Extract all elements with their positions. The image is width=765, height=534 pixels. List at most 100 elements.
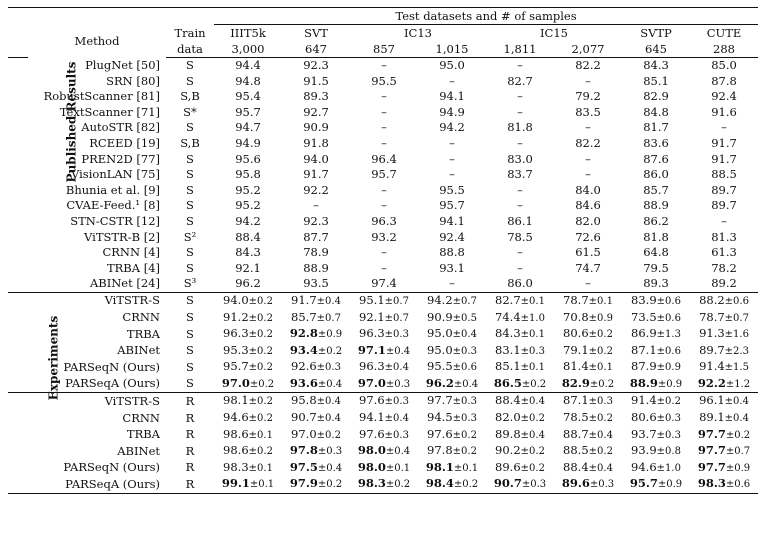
score-cell: 94.9 (235, 135, 261, 150)
method-cell: ABINet [24] (89, 276, 160, 291)
train-data-cell: S (186, 359, 194, 374)
score-mean: 97.0 (357, 375, 386, 390)
train-data-cell: R (166, 476, 214, 495)
score-cell: 61.5 (575, 245, 601, 260)
header-row-samples: data 3,000 647 857 1,015 1,811 2,077 645… (8, 41, 759, 58)
score-cell: – (585, 73, 591, 88)
score-cell: – (449, 73, 455, 88)
score-cell: 95.4 (235, 89, 261, 104)
score-cell: – (585, 276, 591, 291)
score-cell: 91.4±1.5 (690, 359, 758, 376)
score-cell: 98.0±0.4 (350, 443, 418, 460)
score-cell: – (381, 120, 387, 135)
score-std: ±0.4 (317, 462, 343, 474)
score-mean: 98.3 (223, 459, 249, 474)
score-mean: 95.7 (629, 476, 658, 491)
header-row-names: Method Train IIIT5k SVT IC13 IC15 SVTP C… (8, 25, 758, 48)
score-mean: 97.5 (289, 459, 318, 474)
score-std: ±0.3 (452, 396, 477, 408)
score-std: ±0.3 (317, 446, 343, 458)
score-mean: 89.7 (699, 342, 725, 357)
score-std: ±0.4 (724, 413, 749, 425)
score-std: ±0.2 (453, 479, 479, 491)
score-std: ±0.3 (384, 429, 409, 441)
score-cell: 90.9 (303, 120, 329, 135)
score-std: ±0.1 (588, 295, 613, 307)
score-std: ±0.6 (725, 479, 751, 491)
score-cell: 96.3 (371, 213, 397, 228)
score-cell: 89.6±0.2 (486, 460, 554, 477)
score-mean: 91.7 (291, 292, 317, 307)
table-row: SRN [80] S 94.8 91.5 95.5 – 82.7 – 85.1 87.8 (8, 74, 758, 90)
score-mean: 92.8 (289, 326, 318, 341)
score-mean: 87.1 (563, 393, 589, 408)
score-cell: 81.8 (643, 229, 669, 244)
score-mean: 94.5 (427, 410, 453, 425)
score-cell: 97.6±0.3 (350, 427, 418, 444)
score-cell: 86.1 (507, 213, 533, 228)
score-cell: 94.8 (235, 73, 261, 88)
score-mean: 95.1 (359, 292, 385, 307)
score-cell: 95.5 (439, 182, 465, 197)
score-cell: 94.2 (439, 120, 465, 135)
score-std: ±0.7 (725, 446, 751, 458)
score-cell: 97.0±0.2 (214, 376, 282, 393)
method-cell: ViTSTR-B [2] (84, 229, 160, 244)
score-mean: 94.6 (631, 459, 657, 474)
table-row: ABINet R 98.6±0.2 97.8±0.3 98.0±0.4 97.8±0.2 9… (8, 443, 758, 460)
samples-iiit5k: 3,000 (214, 41, 282, 58)
score-std: ±0.4 (316, 413, 341, 425)
score-cell: 94.9 (439, 104, 465, 119)
score-cell: 98.4±0.2 (418, 476, 486, 495)
score-std: ±0.9 (725, 462, 751, 474)
score-cell: 95.7±0.9 (622, 476, 690, 495)
samples-svt: 647 (282, 41, 350, 58)
score-mean: 85.1 (495, 359, 521, 374)
score-cell: 86.2 (643, 213, 669, 228)
score-cell: – (381, 58, 387, 72)
score-mean: 91.2 (223, 309, 249, 324)
score-cell: 94.6±0.2 (214, 410, 282, 427)
score-cell: 98.0±0.1 (350, 460, 418, 477)
score-std: ±0.3 (521, 479, 547, 491)
score-cell: 91.7 (711, 151, 737, 166)
train-data-cell: S (186, 326, 194, 341)
train-data-cell: S (186, 198, 194, 213)
results-table: Test datasets and # of samples Method Tr… (8, 7, 759, 495)
score-cell: 94.1±0.4 (350, 410, 418, 427)
table-row: CRNN S 91.2±0.2 85.7±0.7 92.1±0.7 90.9±0.5 74.… (8, 310, 758, 327)
score-cell: – (449, 167, 455, 182)
score-mean: 92.2 (697, 375, 726, 390)
score-cell: 88.5±0.2 (554, 443, 622, 460)
score-std: ±0.2 (248, 312, 273, 324)
dataset-ic13: IC13 (404, 26, 432, 40)
table-row: TRBA S 96.3±0.2 92.8±0.9 96.3±0.3 95.0±0.4 84.… (8, 326, 758, 343)
score-std: ±0.3 (656, 413, 681, 425)
score-cell: 88.5 (711, 167, 737, 182)
score-mean: 97.6 (359, 393, 385, 408)
score-mean: 90.9 (427, 309, 453, 324)
score-mean: 70.8 (563, 309, 589, 324)
method-cell: ABINet (117, 443, 160, 458)
score-std: ±0.2 (385, 479, 411, 491)
score-cell: 91.5 (303, 73, 329, 88)
score-cell: 96.3±0.3 (350, 326, 418, 343)
group-title: Test datasets and # of samples (214, 7, 759, 25)
score-cell: 81.7 (643, 120, 669, 135)
train-header-line2: data (166, 41, 214, 58)
score-mean: 98.4 (425, 476, 454, 491)
score-mean: 85.7 (291, 309, 317, 324)
score-std: ±0.2 (248, 362, 273, 374)
score-cell: 92.3 (303, 58, 329, 72)
score-cell: 94.5±0.3 (418, 410, 486, 427)
score-cell: 78.5±0.2 (554, 410, 622, 427)
score-cell: 93.6±0.4 (282, 376, 350, 393)
score-mean: 80.6 (563, 326, 589, 341)
score-mean: 92.6 (291, 359, 317, 374)
score-cell: 91.3±1.6 (690, 326, 758, 343)
train-data-cell: R (185, 443, 195, 458)
score-std: ±0.6 (656, 312, 681, 324)
score-mean: 98.6 (223, 443, 249, 458)
score-cell: 92.7 (303, 104, 329, 119)
